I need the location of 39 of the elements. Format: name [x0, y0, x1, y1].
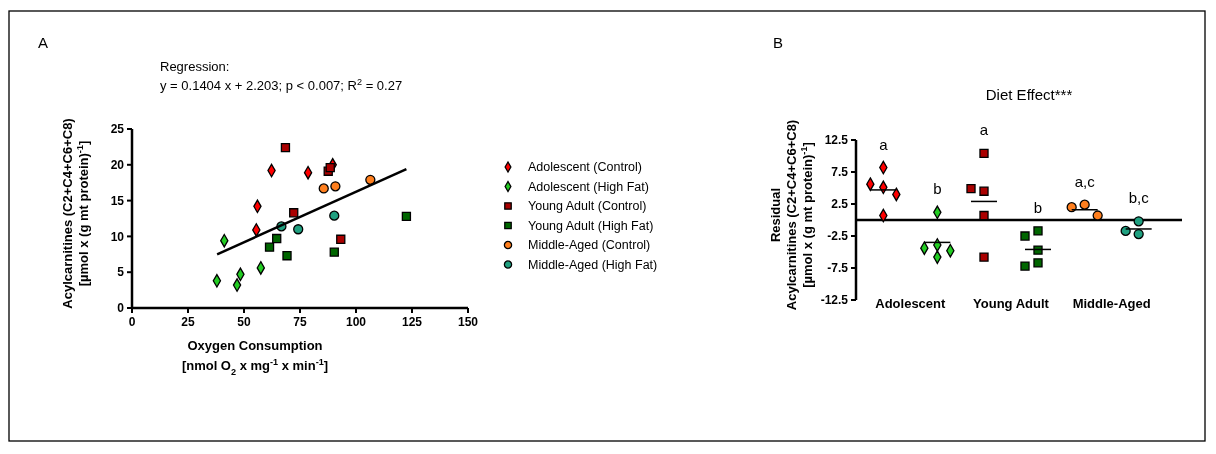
x-tick-label: 75 [293, 315, 307, 329]
annotation: b [933, 180, 942, 198]
x-tick-label: Middle-Aged [1072, 296, 1151, 311]
y-tick-label: 20 [110, 158, 125, 172]
y-tick-label: 15 [110, 193, 125, 208]
y-tick-label: -12.5 [820, 293, 849, 308]
x-tick-label: 100 [345, 315, 367, 329]
x-axis-title: Oxygen Consumption [nmol O$_{2}$ x mg$^{-1}$ x min$^{-1}$] [181, 338, 329, 377]
legend-label: Young Adult (High Fat) [528, 218, 654, 233]
y-tick-label: 10 [110, 229, 125, 244]
y-tick-label: -2.5 [827, 229, 849, 244]
annotation: a,c [1074, 172, 1096, 190]
legend-label: Adolescent (High Fat) [528, 179, 649, 194]
text: y = 0.1404 x + 2.203; p < 0.007; R$^{2}$ = 0.27 [160, 77, 403, 93]
annotation: b [1033, 198, 1043, 216]
y-tick-label: -7.5 [827, 261, 849, 276]
y-tick-label: 7.5 [831, 165, 849, 180]
text: B [773, 34, 784, 51]
text: A [38, 34, 49, 51]
annotation: a [879, 135, 889, 153]
legend-label: Young Adult (Control) [528, 199, 647, 214]
x-tick-label: 50 [237, 315, 251, 329]
y-tick-label: 12.5 [824, 133, 849, 148]
x-tick-label: 150 [457, 315, 479, 329]
legend-label: Adolescent (Control) [528, 160, 642, 175]
chart-title: Diet Effect*** [985, 86, 1073, 103]
legend-label: Middle-Aged (High Fat) [528, 257, 658, 272]
text: Regression: [160, 59, 230, 74]
x-tick-label: Adolescent [875, 296, 947, 311]
x-tick-label: 125 [401, 315, 423, 329]
y-tick-label: 2.5 [831, 197, 849, 212]
x-tick-label: Young Adult [973, 296, 1050, 311]
y-tick-label: 5 [117, 265, 125, 280]
legend-label: Middle-Aged (Control) [528, 238, 651, 253]
x-tick-label: 0 [128, 315, 136, 329]
annotation: b,c [1128, 189, 1150, 207]
y-tick-label: 25 [110, 122, 125, 137]
x-tick-label: 25 [181, 315, 195, 329]
text: a [979, 121, 989, 139]
